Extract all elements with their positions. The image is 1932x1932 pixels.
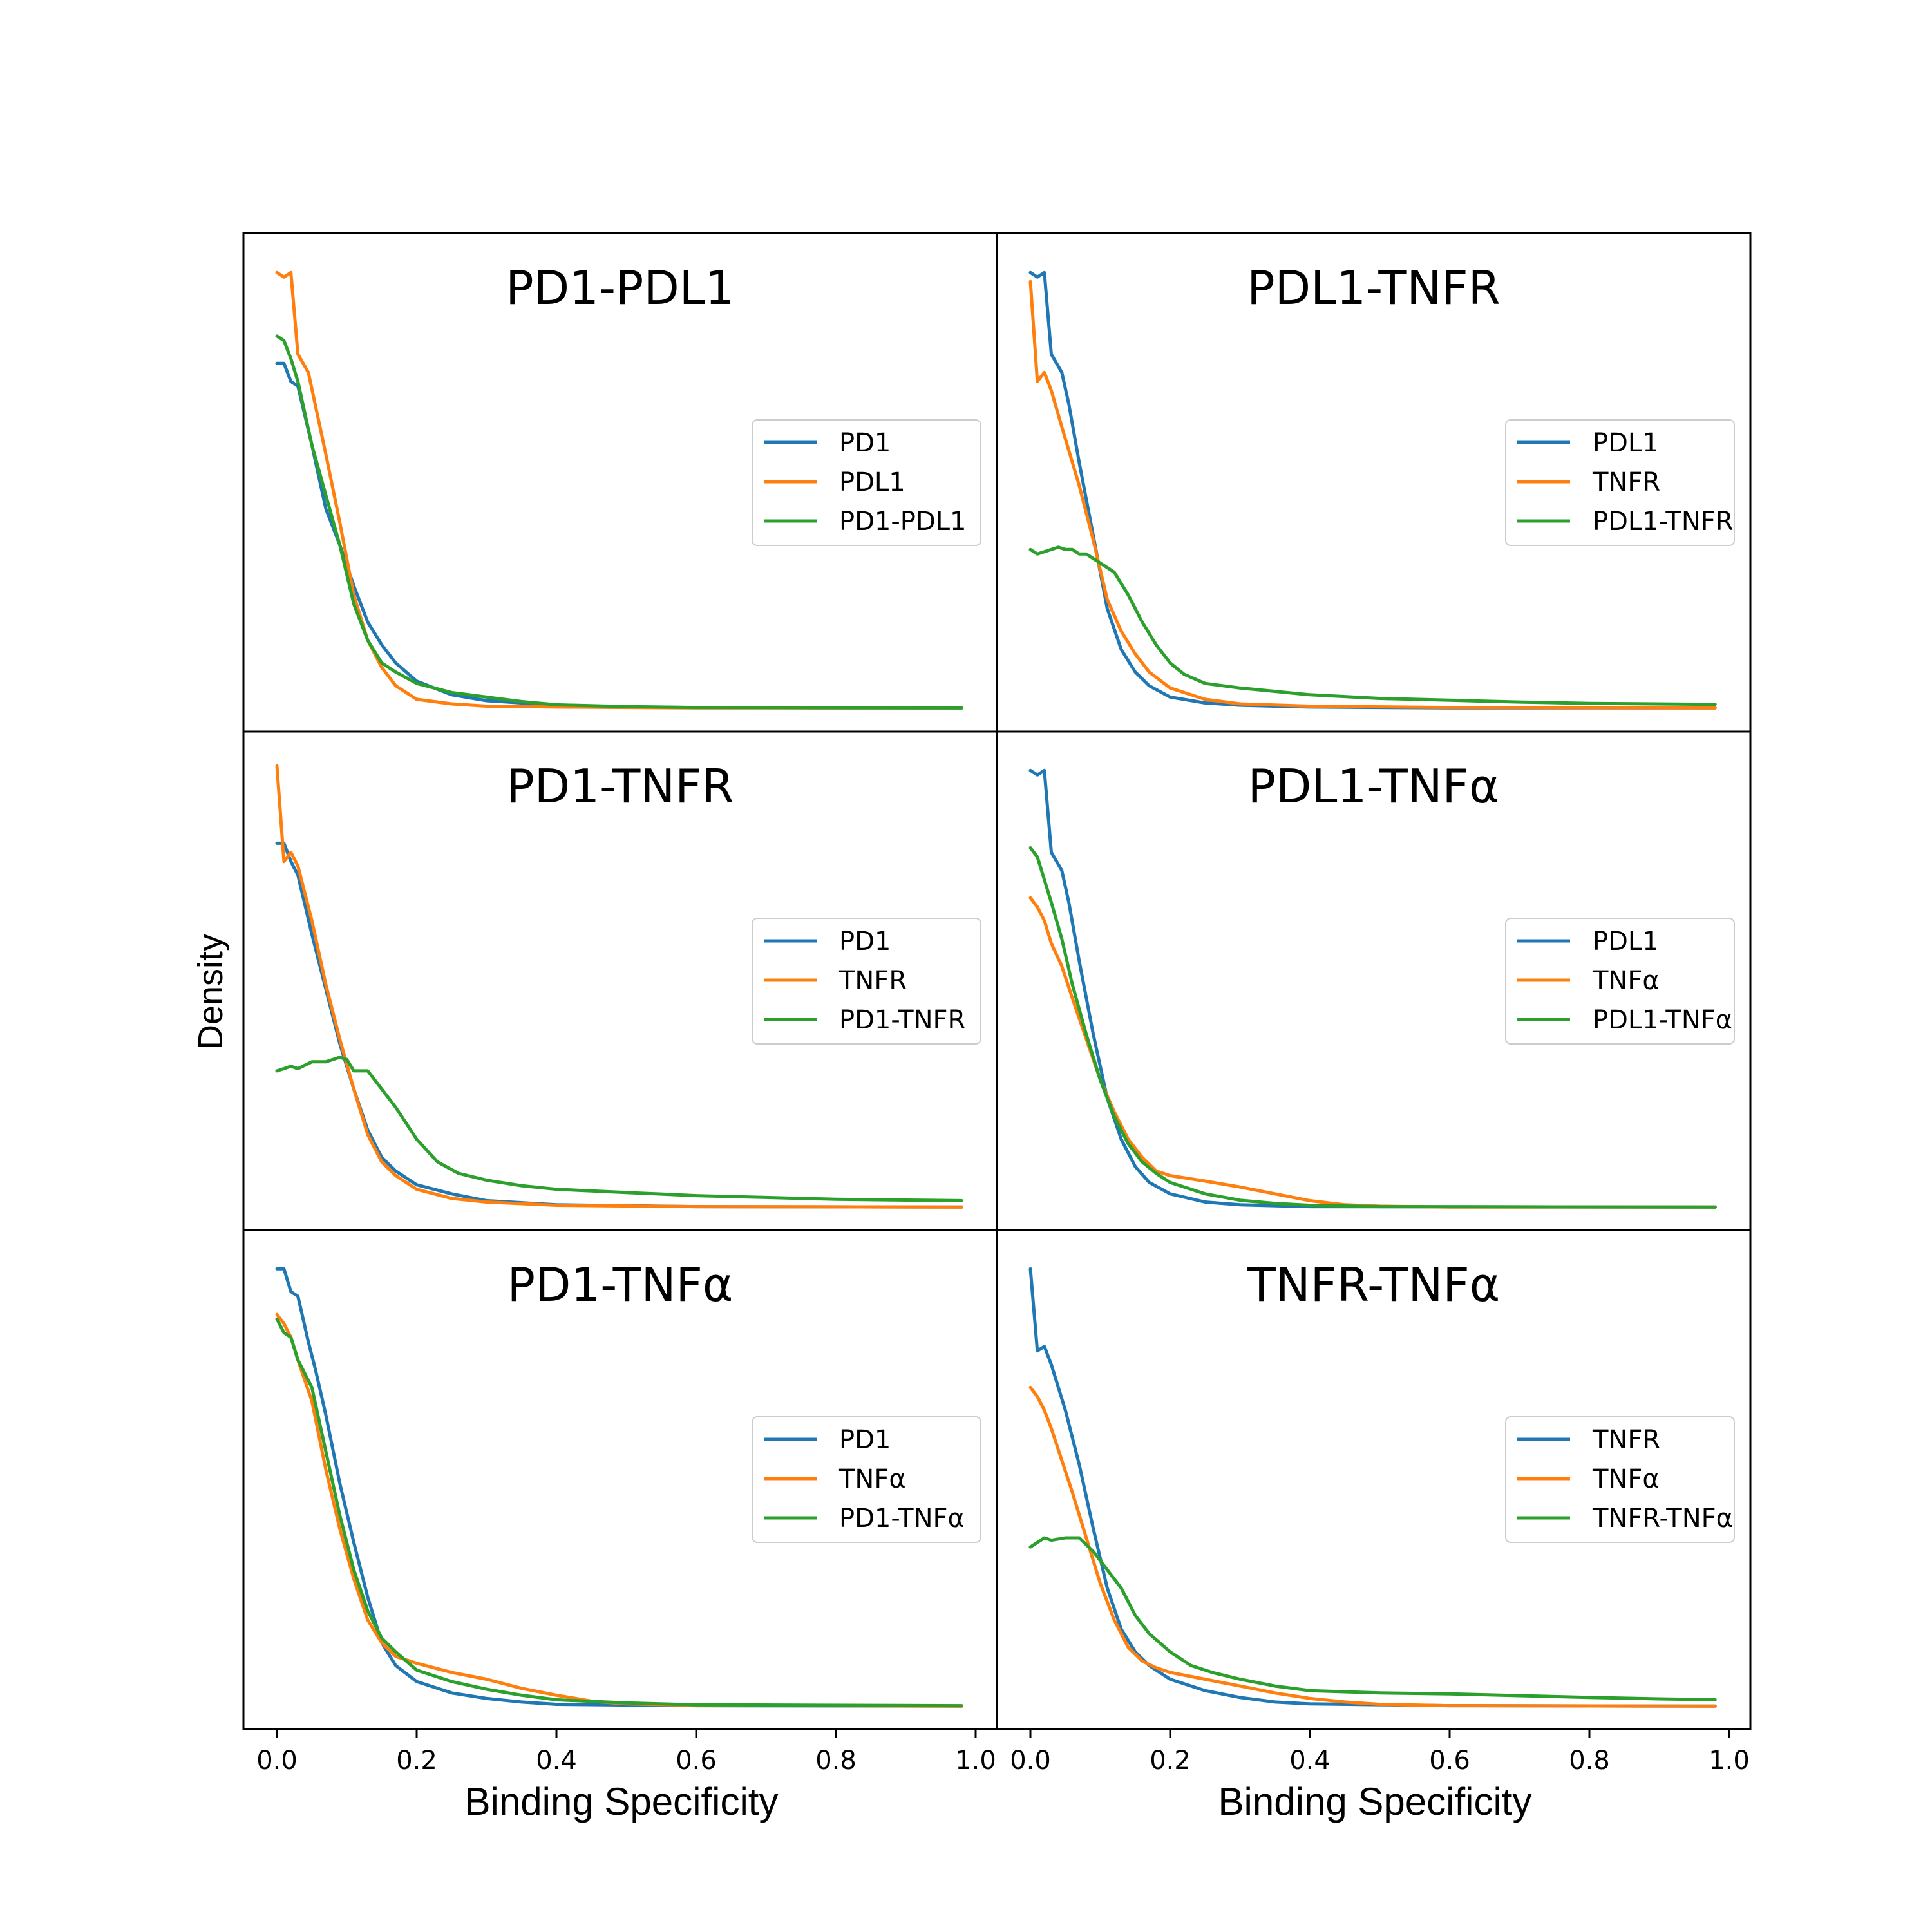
x-axis-label-right: Binding Specificity (1218, 1780, 1532, 1823)
panel-tnfr-tnf-: TNFR-TNFα TNFR TNFα TNFR-TNFα 0.0 0.2 0.4 0.6 0.… (996, 1229, 1752, 1776)
series-line-tnf- (1028, 896, 1717, 1209)
series-line-pd1-tnfr (275, 1056, 963, 1202)
legend-entry: TNFα (1592, 966, 1660, 996)
series-line-tnfr-tnf- (1028, 1536, 1717, 1701)
panel-pdl1-tnfr: PDL1-TNFR PDL1 TNFR PDL1-TNFR (996, 232, 1752, 733)
x-tick-label: 0.2 (1150, 1746, 1191, 1776)
series-line-pd1 (275, 1267, 963, 1708)
series-line-pd1-tnf- (275, 1317, 963, 1708)
panel-title: PD1-TNFR (506, 759, 734, 813)
x-tick-label: 0.0 (1010, 1746, 1051, 1776)
series-line-tnf- (1028, 1385, 1717, 1708)
legend (1505, 419, 1735, 546)
panel-title: PD1-PDL1 (506, 261, 734, 315)
axes-frame (996, 1229, 1752, 1730)
legend-entry: TNFα (1592, 1464, 1660, 1494)
legend-entry: PDL1 (1593, 428, 1659, 458)
legend-entry: PD1 (839, 927, 891, 956)
legend (752, 918, 981, 1045)
x-tick-label: 0.6 (676, 1746, 717, 1776)
legend-entry: TNFR (1592, 1425, 1660, 1455)
legend (752, 419, 981, 546)
x-axis-label-left: Binding Specificity (465, 1780, 779, 1823)
panel-title: TNFR-TNFα (1247, 1258, 1500, 1312)
series-line-tnfr (275, 764, 963, 1209)
panels: PD1-PDL1 PD1 PDL1 PD1-PDL1 PDL1-TNFR PDL1 TNFR… (242, 232, 1752, 1776)
x-tick-label: 0.4 (536, 1746, 577, 1776)
legend-entry: PDL1-TNFR (1593, 507, 1734, 536)
panel-pdl1-tnf-: PDL1-TNFα PDL1 TNFα PDL1-TNFα (996, 730, 1752, 1231)
x-tick-label: 0.8 (1569, 1746, 1610, 1776)
x-tick-label: 1.0 (955, 1746, 996, 1776)
x-tick-label: 0.2 (396, 1746, 437, 1776)
legend-entry: PDL1 (839, 468, 905, 497)
panel-title: PDL1-TNFα (1248, 759, 1500, 813)
series-line-pdl1-tnfr (1028, 545, 1717, 706)
series-line-tnfr (1028, 1267, 1717, 1708)
series-line-pd1-pdl1 (275, 334, 963, 710)
legend-entry: PD1 (839, 428, 891, 458)
legend-entry: PDL1-TNFα (1593, 1005, 1732, 1035)
legend-entry: TNFR (1592, 468, 1660, 497)
legend (1505, 1416, 1735, 1543)
legend-entry: TNFR (838, 966, 907, 996)
series-line-tnfr (1028, 279, 1717, 710)
legend-entry: TNFR-TNFα (1592, 1504, 1733, 1533)
legend-entry: PD1-TNFR (839, 1005, 965, 1035)
panel-pd1-tnf-: PD1-TNFα PD1 TNFα PD1-TNFα 0.0 0.2 0.4 0.6 0.8 1.… (242, 1229, 998, 1776)
panel-title: PDL1-TNFR (1247, 261, 1500, 315)
x-tick-label: 1.0 (1709, 1746, 1750, 1776)
x-tick-label: 0.6 (1429, 1746, 1470, 1776)
legend-entry: TNFα (838, 1464, 906, 1494)
series-line-pdl1-tnf- (1028, 846, 1717, 1209)
legend (1505, 918, 1735, 1045)
x-tick-label: 0.8 (815, 1746, 857, 1776)
panel-pd1-pdl1: PD1-PDL1 PD1 PDL1 PD1-PDL1 (242, 232, 998, 733)
legend-entry: PD1-TNFα (839, 1504, 965, 1533)
x-tick-label: 0.0 (256, 1746, 298, 1776)
y-axis-label: Density (191, 934, 230, 1050)
panel-title: PD1-TNFα (507, 1258, 734, 1312)
legend-entry: PD1 (839, 1425, 891, 1455)
panel-pd1-tnfr: PD1-TNFR PD1 TNFR PD1-TNFR (242, 730, 998, 1231)
x-tick-label: 0.4 (1289, 1746, 1331, 1776)
legend (752, 1416, 981, 1543)
legend-entry: PDL1 (1593, 927, 1659, 956)
legend-entry: PD1-PDL1 (839, 507, 966, 536)
